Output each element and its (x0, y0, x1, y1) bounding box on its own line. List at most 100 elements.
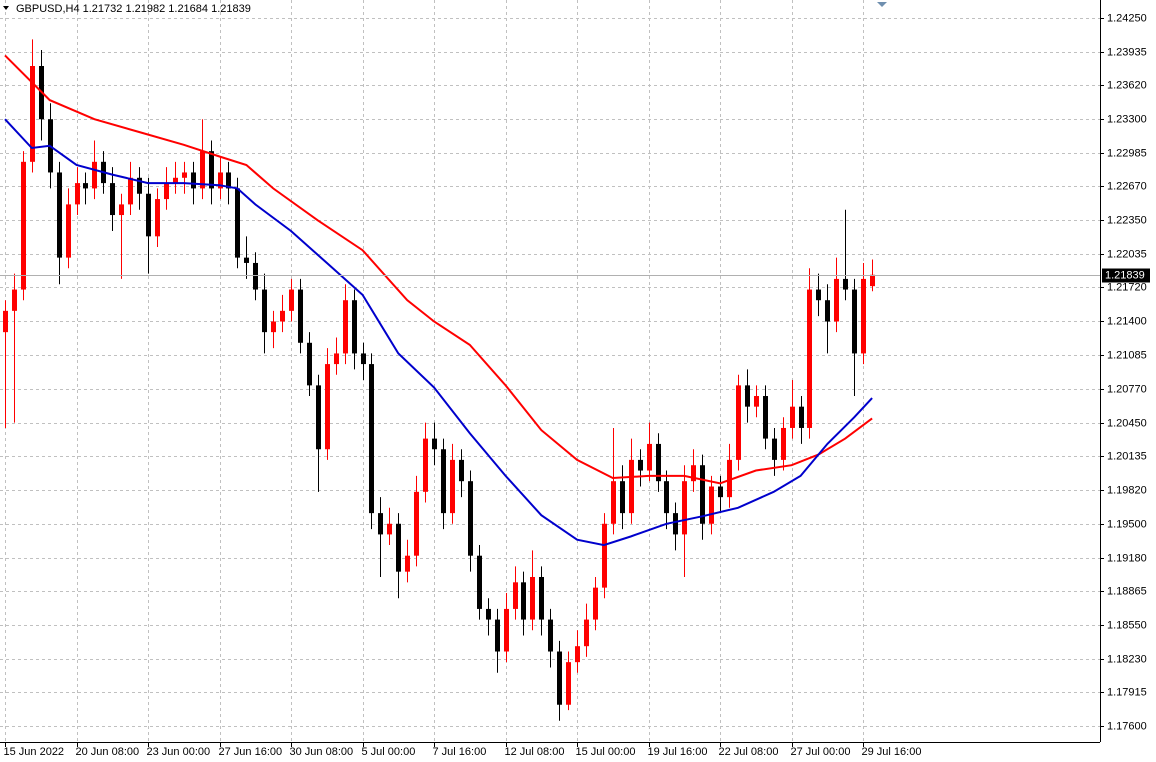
y-tick-label: 1.20450 (1107, 417, 1147, 429)
y-tick-label: 1.22985 (1107, 147, 1147, 159)
candle-body (539, 576, 544, 620)
candle-body (647, 443, 652, 471)
candle-body (110, 183, 115, 216)
candle-body (182, 172, 187, 178)
y-tick-label: 1.19820 (1107, 484, 1147, 496)
candle-body (816, 289, 821, 301)
menu-arrow[interactable] (3, 6, 9, 10)
candle-body (289, 289, 294, 311)
y-tick-label: 1.17600 (1107, 720, 1147, 732)
candle-body (513, 582, 518, 609)
y-tick-label: 1.22035 (1107, 248, 1147, 260)
y-tick-label: 1.19180 (1107, 552, 1147, 564)
candle-body (316, 385, 321, 450)
candle-body (468, 481, 473, 556)
candle-body (280, 310, 285, 322)
candle-body (656, 443, 661, 482)
candle-body (664, 481, 669, 514)
y-tick-label: 1.20770 (1107, 383, 1147, 395)
candle-body (3, 310, 8, 333)
candle-body (30, 66, 35, 162)
candle-body (66, 204, 71, 258)
candle-body (790, 406, 795, 428)
candle-body (584, 619, 589, 647)
candle-body (870, 274, 875, 287)
candle-body (700, 465, 705, 524)
candle-body (307, 342, 312, 386)
candle-body (593, 587, 598, 620)
y-tick-label: 1.21085 (1107, 349, 1147, 361)
y-tick-label: 1.22350 (1107, 214, 1147, 226)
last-price-box (1102, 268, 1150, 283)
candle-body (807, 289, 812, 428)
candle-body (521, 582, 526, 620)
candle-body (369, 364, 374, 514)
candle-body (387, 523, 392, 535)
candle-body (825, 300, 830, 322)
x-tick-label: 15 Jun 2022 (4, 746, 65, 758)
candle-body (200, 151, 205, 189)
candle-body (611, 481, 616, 524)
candle-body (745, 385, 750, 407)
candle-body (405, 555, 410, 572)
candle-body (352, 300, 357, 354)
candle-body (477, 555, 482, 609)
candle-body (530, 576, 535, 620)
candle-body (486, 608, 491, 620)
candle-body (799, 406, 804, 428)
candle-body (21, 161, 26, 290)
candle-body (736, 385, 741, 460)
candle-body (12, 289, 17, 311)
x-tick-label: 20 Jun 08:00 (76, 746, 140, 758)
candle-body (75, 183, 80, 205)
candle-body (334, 353, 339, 365)
candle-body (361, 353, 366, 365)
candle-body (709, 486, 714, 524)
candle-body (602, 523, 607, 588)
candle-body (298, 289, 303, 343)
x-tick-label: 15 Jul 00:00 (576, 746, 636, 758)
shift-marker[interactable] (877, 2, 887, 7)
y-tick-label: 1.18550 (1107, 619, 1147, 631)
y-tick-label: 1.21720 (1107, 281, 1147, 293)
candle-body (620, 481, 625, 514)
candle-body (781, 427, 786, 460)
candle-body (209, 151, 214, 189)
x-tick-label: 5 Jul 00:00 (362, 746, 416, 758)
y-tick-label: 1.19500 (1107, 518, 1147, 530)
candle-body (164, 183, 169, 200)
candle-body (146, 193, 151, 237)
candle-body (325, 364, 330, 450)
x-tick-label: 27 Jun 16:00 (219, 746, 283, 758)
candle-body (852, 289, 857, 354)
candle-body (253, 262, 258, 290)
candle-body (396, 523, 401, 572)
y-tick-label: 1.23935 (1107, 46, 1147, 58)
candle-body (235, 188, 240, 258)
y-tick-label: 1.20135 (1107, 450, 1147, 462)
candle-body (343, 300, 348, 354)
y-tick-label: 1.21400 (1107, 315, 1147, 327)
candle-body (155, 199, 160, 237)
candle-body (691, 465, 696, 482)
candle-body (218, 172, 223, 189)
moving-average (4, 118, 873, 547)
y-tick-label: 1.22670 (1107, 180, 1147, 192)
candle-body (137, 177, 142, 194)
candle-body (432, 438, 437, 450)
candle-body (459, 459, 464, 482)
y-tick-label: 1.23620 (1107, 79, 1147, 91)
candle-body (271, 321, 276, 333)
candle-body (423, 438, 428, 492)
candle-body (843, 278, 848, 290)
candle-body (244, 257, 249, 263)
candle-body (638, 459, 643, 471)
axes: 1.24250 1.23935 1.23620 1.23300 1.22985 1.226… (4, 12, 1150, 758)
candle-body (718, 486, 723, 498)
candle-body (83, 183, 88, 189)
last-price-label: 1.21839 (1105, 269, 1145, 281)
candle-body (262, 289, 267, 333)
x-tick-label: 30 Jun 08:00 (290, 746, 354, 758)
